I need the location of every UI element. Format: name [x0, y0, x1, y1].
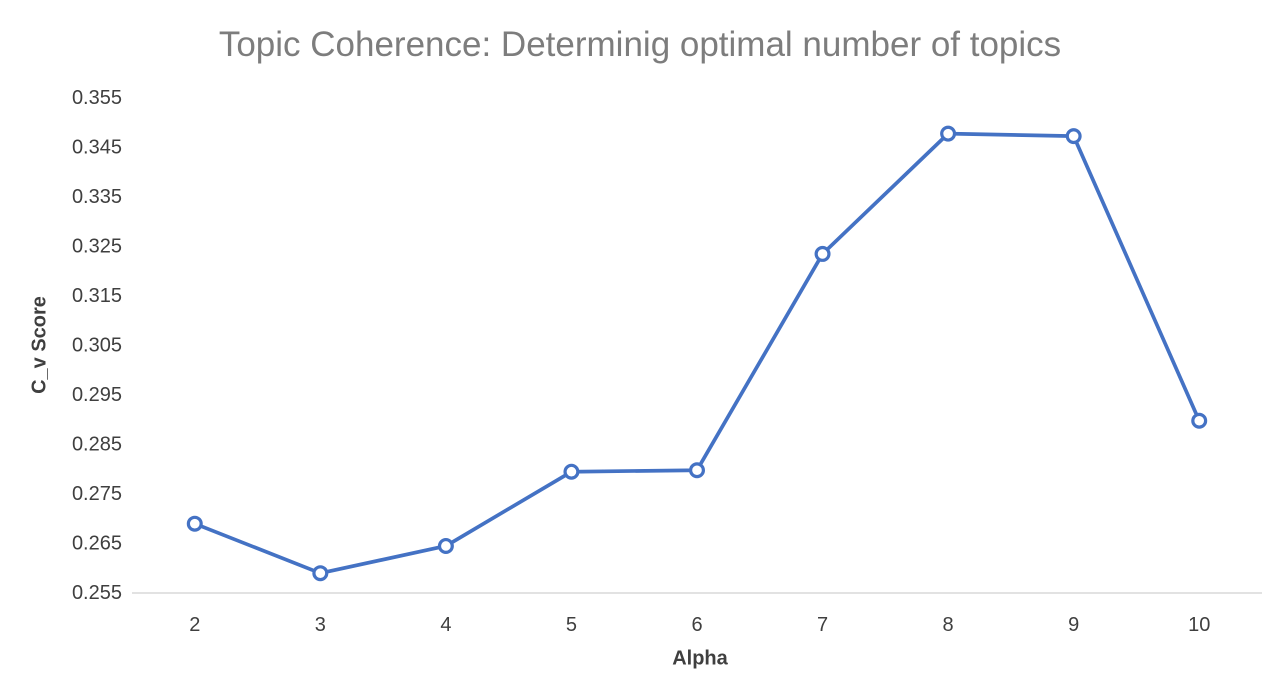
y-tick-label: 0.255 [72, 582, 122, 604]
x-tick-label: 2 [189, 614, 200, 636]
y-tick-label: 0.305 [72, 335, 122, 357]
x-tick-label: 10 [1188, 614, 1210, 636]
series-line [192, 131, 1202, 576]
data-point-marker [940, 125, 957, 142]
y-tick-label: 0.285 [72, 434, 122, 456]
x-tick-label: 7 [817, 614, 828, 636]
x-tick-label: 8 [943, 614, 954, 636]
data-point-marker [814, 245, 831, 262]
y-tick-label: 0.315 [72, 285, 122, 307]
x-tick-label: 4 [440, 614, 451, 636]
data-point-marker [688, 462, 705, 479]
data-point-marker [312, 565, 329, 582]
data-point-marker [1191, 412, 1208, 429]
x-tick-label: 5 [566, 614, 577, 636]
y-tick-label: 0.345 [72, 137, 122, 159]
x-axis-title: Alpha [672, 647, 728, 670]
y-tick-label: 0.275 [72, 483, 122, 505]
x-tick-label: 9 [1068, 614, 1079, 636]
data-point-marker [186, 515, 203, 532]
y-tick-label: 0.325 [72, 236, 122, 258]
x-tick-label: 3 [315, 614, 326, 636]
data-point-marker [563, 463, 580, 480]
x-tick-label: 6 [691, 614, 702, 636]
y-tick-label: 0.355 [72, 87, 122, 109]
data-point-marker [1065, 128, 1082, 145]
data-point-marker [437, 537, 454, 554]
y-tick-label: 0.335 [72, 186, 122, 208]
chart-title: Topic Coherence: Determinig optimal numb… [218, 25, 1062, 64]
y-tick-label: 0.265 [72, 533, 122, 555]
y-tick-label: 0.295 [72, 384, 122, 406]
